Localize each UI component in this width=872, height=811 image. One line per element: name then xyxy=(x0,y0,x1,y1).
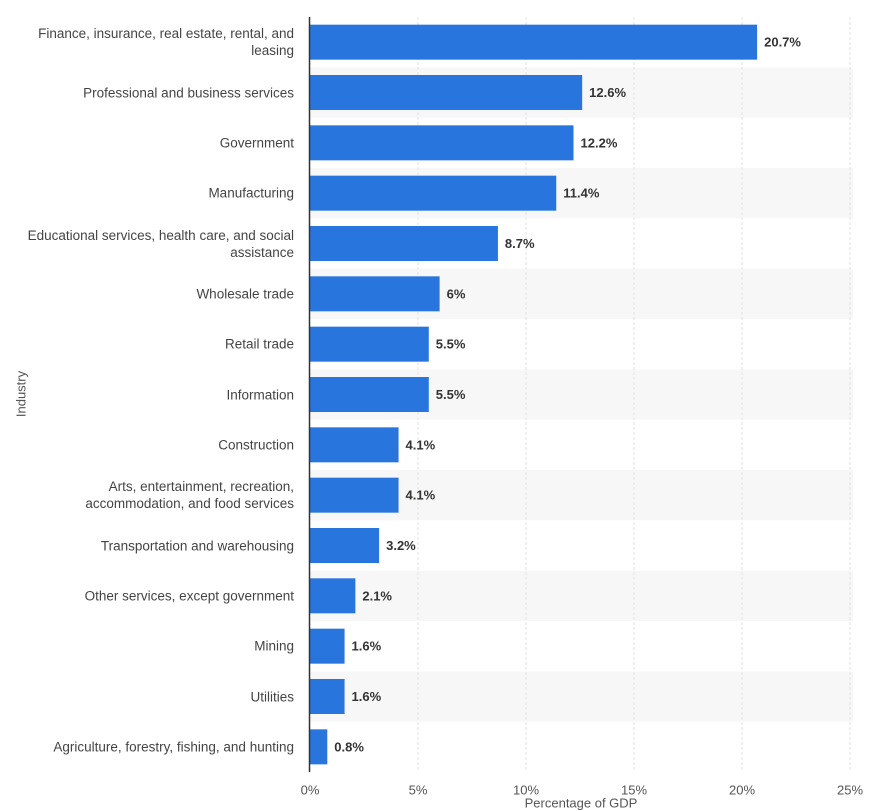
bar xyxy=(310,477,399,513)
data-label: 0.8% xyxy=(334,739,364,754)
bar xyxy=(310,578,356,614)
bar xyxy=(310,528,380,563)
x-tick-label: 10% xyxy=(513,782,539,797)
y-tick-label: Professional and business services xyxy=(83,85,294,100)
y-tick-label: Utilities xyxy=(250,689,294,704)
data-label: 1.6% xyxy=(352,689,382,704)
bar xyxy=(310,628,345,664)
bar xyxy=(310,729,328,765)
y-tick-label: Information xyxy=(226,387,294,402)
bar xyxy=(310,175,557,211)
bar xyxy=(310,377,429,412)
x-tick-label: 15% xyxy=(621,782,647,797)
data-label: 4.1% xyxy=(406,437,436,452)
x-tick-label: 5% xyxy=(409,782,428,797)
data-label: 12.6% xyxy=(589,85,626,100)
bar xyxy=(310,326,429,362)
y-tick-label: Transportation and warehousing xyxy=(100,538,294,553)
y-tick-label: Construction xyxy=(218,437,294,453)
data-label: 5.5% xyxy=(436,337,466,352)
bar xyxy=(310,226,498,261)
row-stripe xyxy=(310,470,853,521)
y-tick-label: Wholesale trade xyxy=(196,286,294,302)
data-label: 2.1% xyxy=(362,588,392,603)
bar xyxy=(310,75,583,110)
data-label: 12.2% xyxy=(581,135,618,150)
data-label: 3.2% xyxy=(386,538,416,553)
y-tick-label: Educational services, health care, and s… xyxy=(27,227,294,260)
y-tick-label: Finance, insurance, real estate, rental,… xyxy=(38,26,294,59)
data-label: 1.6% xyxy=(352,639,382,654)
y-tick-label: Manufacturing xyxy=(208,185,294,201)
y-tick-label: Government xyxy=(219,135,294,151)
data-label: 4.1% xyxy=(406,488,436,503)
bar xyxy=(310,24,758,60)
row-stripe xyxy=(310,671,853,722)
data-label: 6% xyxy=(447,286,466,301)
y-tick-label: Other services, except government xyxy=(84,588,294,604)
y-tick-label: Retail trade xyxy=(224,336,294,352)
data-label: 8.7% xyxy=(505,236,535,251)
data-label: 5.5% xyxy=(436,387,466,402)
y-axis-label: Industry xyxy=(13,370,28,417)
y-tick-label: Arts, entertainment, recreation, accommo… xyxy=(85,479,294,512)
y-tick-label: Mining xyxy=(254,638,294,654)
y-tick-label: Agriculture, forestry, fishing, and hunt… xyxy=(53,739,294,755)
row-stripe xyxy=(310,570,853,621)
x-axis-label: Percentage of GDP xyxy=(525,795,638,810)
bar xyxy=(310,125,574,161)
x-tick-label: 20% xyxy=(729,782,755,797)
data-label: 20.7% xyxy=(764,35,801,50)
bar xyxy=(310,276,440,312)
x-tick-label: 0% xyxy=(301,782,320,797)
x-tick-label: 25% xyxy=(837,782,863,797)
data-label: 11.4% xyxy=(563,186,600,201)
bar xyxy=(310,679,345,714)
bar xyxy=(310,427,399,463)
